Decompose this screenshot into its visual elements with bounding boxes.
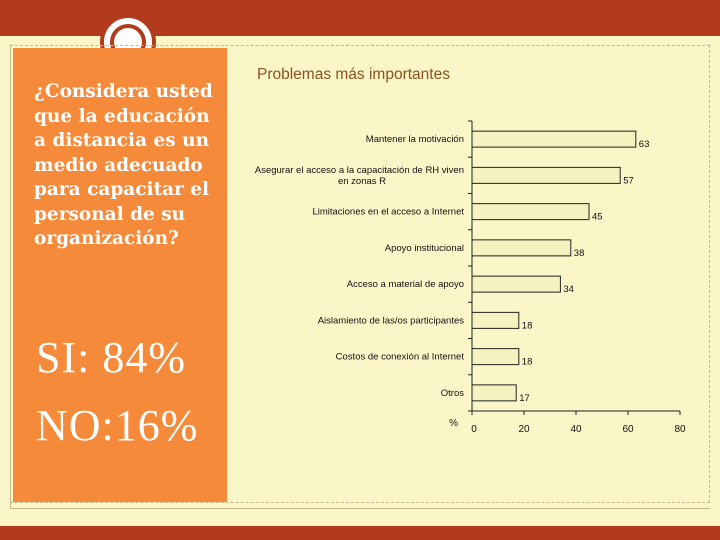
data-label-4: 38 (574, 248, 585, 259)
category-label-6: Aislamiento de las/os participantes (318, 315, 465, 326)
bar-4 (471, 239, 572, 257)
frame-rule-left (10, 45, 11, 509)
x-tick-label-20: 20 (518, 424, 530, 435)
bar-8 (471, 384, 517, 402)
orange-side-panel (13, 48, 227, 502)
bar-5 (471, 275, 561, 293)
category-label-8: Otros (441, 388, 464, 399)
bar-1 (471, 130, 637, 148)
data-label-7: 18 (522, 357, 533, 368)
survey-question: ¿Considera usted que la educación a dist… (34, 81, 213, 249)
data-label-3: 45 (592, 212, 603, 223)
data-label-5: 34 (563, 284, 574, 295)
category-label-1: Mantener la motivación (366, 134, 464, 145)
x-axis-unit-label: % (449, 418, 458, 429)
category-label-2: Asegurar el acceso a la capacitación de … (255, 165, 464, 187)
category-label-4: Apoyo institucional (385, 243, 464, 254)
bar-2 (471, 166, 621, 184)
bar-7 (471, 348, 520, 366)
bar-6 (471, 311, 520, 329)
yes-percentage: SI: 84% (36, 333, 186, 382)
x-tick-label-80: 80 (674, 424, 686, 435)
data-label-2: 57 (623, 175, 634, 186)
no-percentage: NO:16% (36, 401, 199, 450)
chart-title: Problemas más importantes (257, 66, 450, 83)
x-tick-label-40: 40 (570, 424, 582, 435)
category-label-3: Limitaciones en el acceso a Internet (312, 207, 464, 218)
data-label-1: 63 (639, 139, 650, 150)
category-label-7: Costos de conexión al Internet (336, 352, 465, 363)
x-tick-label-60: 60 (622, 424, 634, 435)
bar-3 (471, 203, 590, 221)
bottom-band (0, 526, 720, 540)
data-label-8: 17 (519, 393, 530, 404)
data-label-6: 18 (522, 320, 533, 331)
category-label-5: Acceso a material de apoyo (347, 279, 464, 290)
frame-rule-bottom (10, 508, 710, 509)
x-tick-label-0: 0 (471, 424, 477, 435)
